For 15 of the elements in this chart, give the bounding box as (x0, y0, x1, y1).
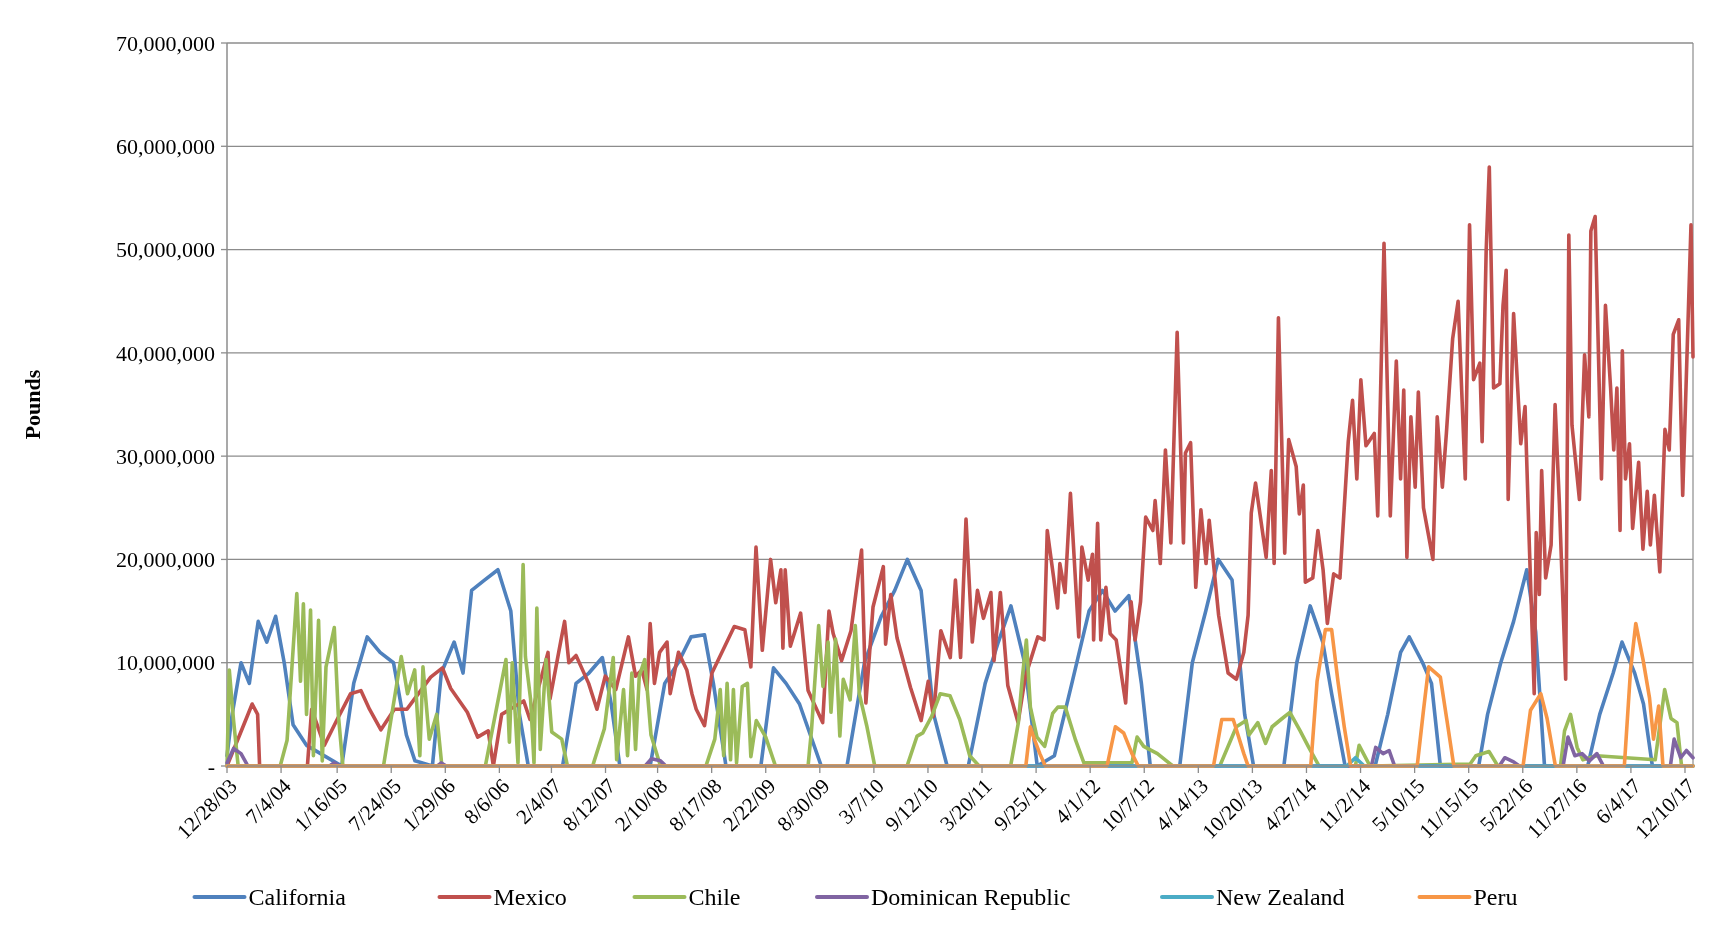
y-tick-label: - (207, 753, 215, 779)
legend-label: Mexico (493, 884, 567, 911)
legend-label: Peru (1473, 884, 1518, 911)
legend-label: Dominican Republic (871, 884, 1071, 911)
legend-label: California (248, 884, 347, 911)
y-tick-label: 40,000,000 (116, 340, 215, 366)
y-tick-label: 10,000,000 (116, 650, 215, 676)
y-tick-label: 60,000,000 (116, 133, 215, 159)
y-axis-title: Pounds (20, 369, 45, 440)
legend-label: Chile (688, 884, 741, 911)
legend-label: New Zealand (1216, 884, 1345, 911)
y-tick-label: 20,000,000 (116, 547, 215, 573)
y-tick-label: 50,000,000 (116, 237, 215, 263)
y-tick-label: 70,000,000 (116, 30, 215, 56)
y-tick-label: 30,000,000 (116, 443, 215, 469)
